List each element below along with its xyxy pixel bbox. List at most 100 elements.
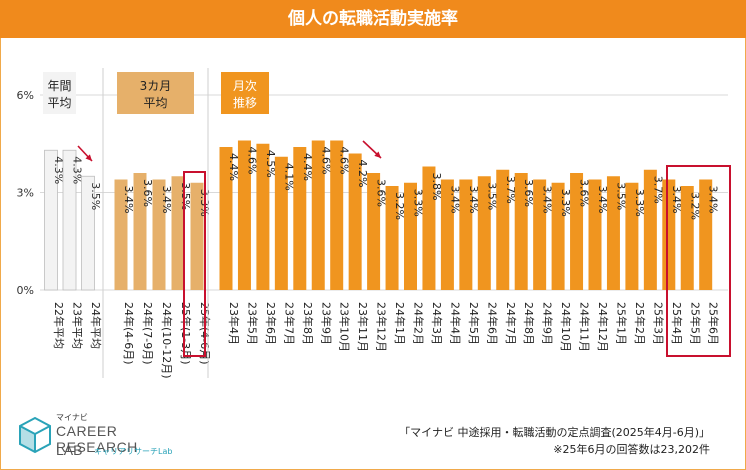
data-label: 4.3% [52, 156, 65, 184]
bar [44, 149, 58, 291]
data-label: 3.4% [670, 186, 683, 214]
bar [367, 173, 381, 290]
x-tick-label: 25年(1-3月) [179, 302, 193, 365]
x-tick-label: 25年3月 [651, 302, 665, 345]
x-tick-label: 22年平均 [52, 302, 66, 349]
x-tick-label: 23年6月 [264, 302, 278, 345]
data-label: 3.4% [467, 186, 480, 214]
bar [570, 173, 584, 290]
bar [533, 179, 547, 290]
data-label: 3.2% [688, 192, 701, 220]
x-tick-label: 24年9月 [541, 302, 555, 345]
x-tick-label: 24年2月 [412, 302, 426, 345]
x-tick-label: 24年1月 [393, 302, 407, 345]
arrow-head [374, 151, 381, 158]
x-tick-label: 25年4月 [670, 302, 684, 345]
chart-title: 個人の転職活動実施率 [0, 0, 746, 38]
source-line-1: 「マイナビ 中途採用・転職活動の定点調査(2025年4月-6月)」 [399, 426, 710, 439]
bar [422, 166, 436, 290]
data-label: 3.5% [614, 182, 627, 210]
bar [152, 179, 166, 290]
group-header-label: 3カ月平均 [140, 79, 172, 110]
bar [330, 140, 344, 290]
bar [293, 147, 307, 290]
bar [385, 186, 399, 290]
data-label: 3.6% [578, 179, 591, 207]
bar [643, 169, 657, 290]
bar [662, 179, 676, 290]
data-label: 4.2% [356, 160, 369, 188]
data-label: 3.4% [596, 186, 609, 214]
data-label: 4.5% [264, 150, 277, 178]
data-label: 3.6% [141, 179, 154, 207]
x-tick-label: 23年5月 [245, 302, 259, 345]
group-header-box [43, 72, 76, 114]
data-label: 3.3% [633, 189, 646, 217]
bar [477, 176, 491, 290]
x-tick-label: 23年7月 [282, 302, 296, 345]
bar [311, 140, 325, 290]
data-label: 4.6% [245, 147, 258, 175]
bar [171, 176, 185, 290]
data-label: 3.3% [559, 189, 572, 217]
data-label: 3.5% [485, 182, 498, 210]
x-tick-label: 24年4月 [448, 302, 462, 345]
data-label: 4.6% [319, 147, 332, 175]
bar [625, 182, 639, 290]
x-tick-label: 24年5月 [467, 302, 481, 345]
x-tick-label: 24年8月 [522, 302, 536, 345]
x-tick-label: 23年4月 [227, 302, 241, 345]
data-label: 3.8% [430, 173, 443, 201]
data-label: 3.5% [179, 182, 192, 210]
bar [404, 182, 417, 290]
data-label: 3.4% [448, 186, 461, 214]
bar [114, 179, 128, 290]
career-research-lab-logo: マイナビ CAREER RESEARCH LAB キャリアリサーチLab [18, 412, 178, 462]
bar [133, 173, 147, 290]
group-header-box [221, 72, 269, 114]
bar [680, 186, 694, 290]
highlight-box [183, 171, 206, 357]
bar [514, 173, 528, 290]
x-tick-label: 25年1月 [614, 302, 628, 345]
highlight-box [666, 165, 731, 357]
bar [459, 179, 473, 290]
data-label: 3.4% [541, 186, 554, 214]
data-label: 3.5% [89, 182, 102, 210]
x-tick-label: 23年8月 [301, 302, 315, 345]
x-tick-label: 25年2月 [633, 302, 647, 345]
bar [588, 179, 602, 290]
x-tick-label: 23年11月 [356, 302, 370, 352]
group-header-label: 年間平均 [47, 79, 71, 110]
data-label: 3.3% [412, 189, 425, 217]
bar [237, 140, 251, 290]
arrow-head [85, 154, 92, 161]
bar [190, 182, 204, 290]
bar [496, 169, 510, 290]
data-label: 3.7% [651, 176, 664, 204]
x-tick-label: 24年10月 [559, 302, 573, 352]
group-header-box [117, 72, 194, 114]
data-label: 3.4% [160, 186, 173, 214]
x-tick-label: 25年6月 [707, 302, 721, 345]
bar [62, 149, 77, 291]
data-label: 3.4% [707, 186, 720, 214]
x-tick-label: 24年(10-12月) [160, 302, 174, 379]
bar [348, 153, 362, 290]
bar [551, 182, 565, 290]
x-tick-label: 23年9月 [319, 302, 333, 345]
x-tick-label: 25年5月 [688, 302, 702, 345]
y-tick-label: 6% [17, 89, 34, 102]
data-label: 3.2% [393, 192, 406, 220]
logo-brand-text: マイナビ [56, 413, 88, 422]
data-label: 4.3% [71, 156, 84, 184]
bar [274, 156, 288, 290]
logo-lab-text: LAB [56, 442, 83, 458]
data-label: 3.4% [122, 186, 135, 214]
data-label: 4.1% [282, 163, 295, 191]
bar-chart: 0% 3% 6% 4.3% 22年平均 4.3% 23年平均 3.5% 24年平均 3.4% 24年… [17, 68, 731, 379]
logo-main-text: CAREER RESEARCH [56, 423, 138, 455]
x-tick-label: 24年11月 [578, 302, 592, 352]
group-header-label: 月次推移 [233, 79, 257, 110]
bar [256, 143, 270, 290]
